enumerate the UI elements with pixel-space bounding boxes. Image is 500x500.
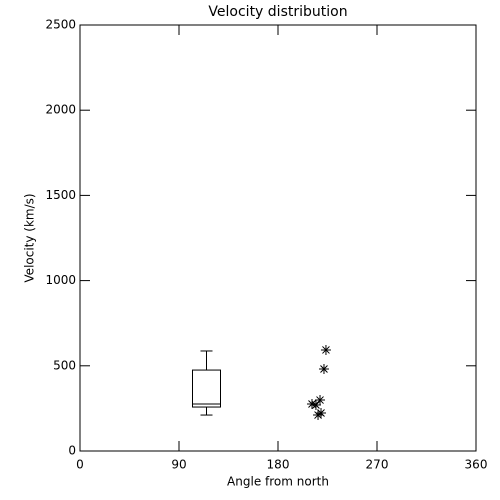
y-tick-label: 1000 (45, 273, 76, 287)
y-tick-label: 2500 (45, 18, 76, 32)
y-tick-label: 1500 (45, 188, 76, 202)
box (192, 369, 221, 408)
point (310, 399, 321, 410)
y-tick-label: 2000 (45, 103, 76, 117)
plot-frame (79, 24, 477, 452)
point (306, 398, 317, 409)
x-axis-label: Angle from north (227, 475, 329, 489)
y-tick-label: 500 (53, 358, 76, 372)
x-tick-label: 360 (465, 458, 488, 472)
point (313, 410, 324, 421)
x-tick-label: 0 (76, 458, 84, 472)
x-tick-label: 180 (267, 458, 290, 472)
point (320, 344, 331, 355)
y-tick-label: 0 (68, 444, 76, 458)
x-tick-label: 90 (171, 458, 186, 472)
point (315, 395, 326, 406)
x-tick-label: 270 (366, 458, 389, 472)
chart-title: Velocity distribution (208, 4, 347, 20)
y-axis-label: Velocity (km/s) (23, 193, 37, 282)
point (316, 408, 327, 419)
point (318, 364, 329, 375)
